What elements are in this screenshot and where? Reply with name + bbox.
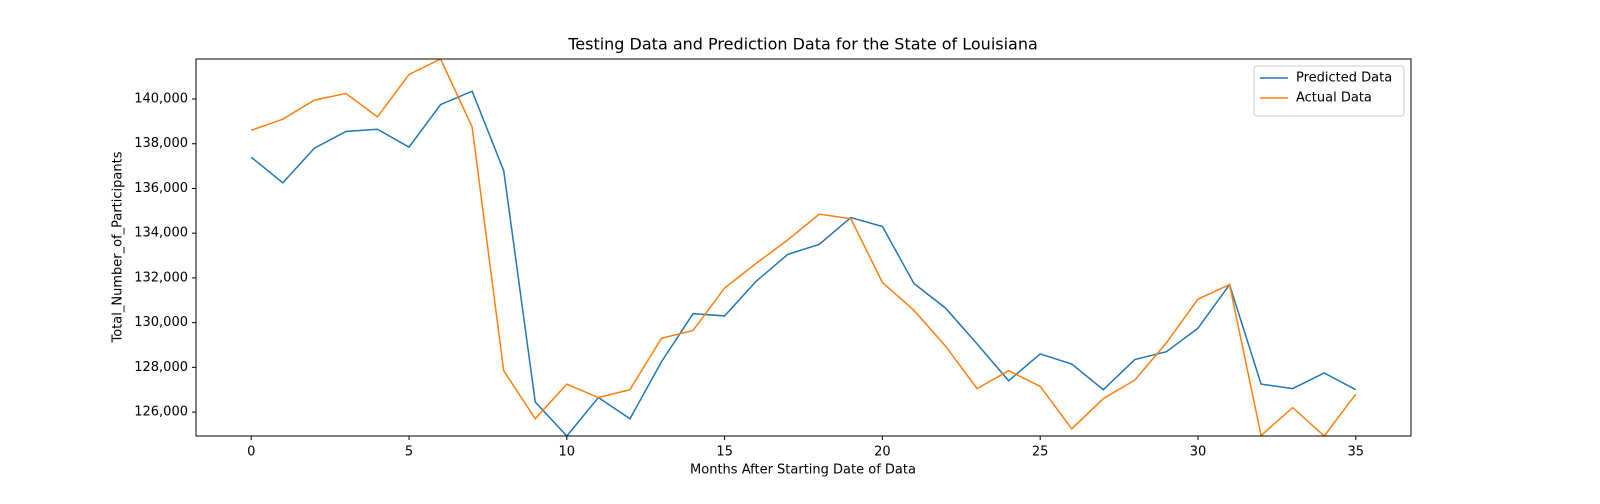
data-line	[250, 59, 1357, 436]
x-axis-label: Months After Starting Date of Data	[690, 463, 916, 478]
y-tick-label: 130,000	[134, 315, 188, 330]
y-tick-label: 134,000	[134, 226, 188, 241]
chart-title: Testing Data and Prediction Data for the…	[567, 35, 1038, 54]
x-tick-label: 15	[716, 445, 733, 460]
axes-frame	[195, 58, 1412, 437]
legend-box	[1253, 65, 1405, 117]
legend: Predicted Data Actual Data	[1253, 65, 1405, 117]
legend-label: Actual Data	[1296, 91, 1372, 106]
y-tick-label: 136,000	[134, 181, 188, 196]
legend-label: Predicted Data	[1296, 71, 1392, 86]
x-tick-label: 25	[1032, 445, 1049, 460]
x-tick-label: 0	[247, 445, 255, 460]
plot-area	[250, 59, 1357, 436]
x-tick-label: 5	[405, 445, 413, 460]
y-axis-label: Total_Number_of_Participants	[111, 151, 126, 343]
x-tick-label: 30	[1190, 445, 1207, 460]
x-tick-label: 35	[1347, 445, 1364, 460]
x-tick-label: 20	[874, 445, 891, 460]
y-tick-label: 126,000	[134, 405, 188, 420]
data-line	[250, 90, 1357, 436]
y-tick-label: 132,000	[134, 270, 188, 285]
y-tick-label: 128,000	[134, 360, 188, 375]
y-tick-label: 140,000	[134, 92, 188, 107]
y-tick-label: 138,000	[134, 136, 188, 151]
x-tick-label: 10	[559, 445, 576, 460]
